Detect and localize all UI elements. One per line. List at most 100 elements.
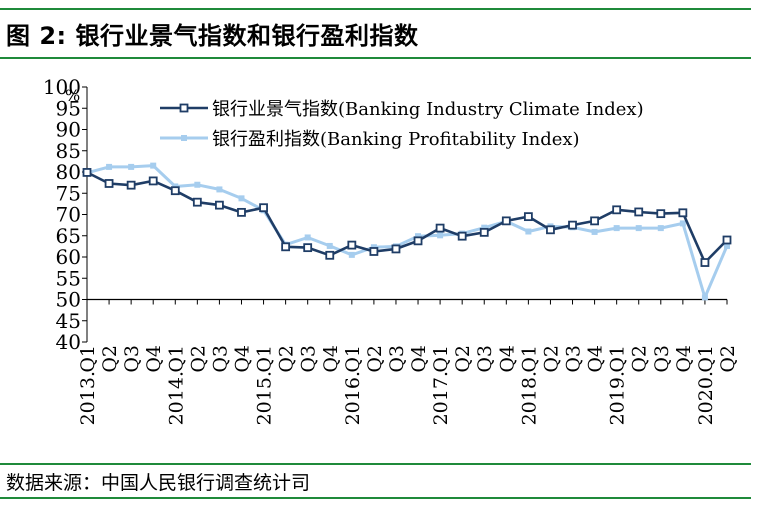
data-point-marker (348, 251, 355, 258)
x-tick-label: Q4 (673, 345, 695, 373)
top-rule (0, 8, 751, 10)
data-point-marker (657, 225, 664, 232)
data-point-marker (457, 231, 467, 241)
data-point-marker (128, 163, 135, 170)
data-point-marker (634, 207, 644, 217)
x-tick-label: Q2 (276, 345, 298, 373)
data-point-marker (435, 223, 445, 233)
data-point-marker (437, 232, 444, 239)
title-rule (0, 57, 751, 59)
x-year-label: 2019. (607, 371, 629, 425)
data-point-marker (150, 162, 157, 169)
x-tick-label: Q2 (452, 345, 474, 373)
data-point-marker (724, 242, 730, 249)
x-tick-label: Q3 (474, 345, 496, 373)
y-tick-label: 40 (56, 330, 81, 354)
x-tick-label: Q3 (121, 345, 143, 373)
data-point-marker (238, 195, 245, 202)
x-tick-label: Q1 (77, 345, 99, 373)
x-tick-label: Q1 (695, 345, 717, 373)
legend-marker (179, 103, 189, 113)
bottom-rule (0, 497, 751, 499)
y-tick-label: 60 (56, 245, 81, 269)
data-point-marker (525, 228, 532, 235)
x-tick-label: Q2 (364, 345, 386, 373)
legend-label: 银行盈利指数(Banking Profitability Index) (212, 129, 580, 150)
x-year-label: 2015. (254, 371, 276, 425)
x-tick-label: Q4 (496, 345, 518, 373)
x-tick-label: Q3 (651, 345, 673, 373)
source-rule-top (0, 463, 751, 465)
legend-label: 银行业景气指数(Banking Industry Climate Index) (212, 99, 644, 120)
x-tick-label: Q1 (430, 345, 452, 373)
x-year-label: 2013. (77, 371, 99, 425)
x-tick-label: Q4 (320, 345, 342, 373)
x-tick-label: Q1 (607, 345, 629, 373)
data-point-marker (613, 225, 620, 232)
data-point-marker (546, 225, 555, 235)
data-point-marker (590, 216, 599, 226)
chart-legend: 银行业景气指数(Banking Industry Climate Index) 银… (160, 99, 644, 150)
data-point-marker (501, 216, 511, 226)
x-year-label: 2014. (165, 371, 187, 425)
data-point-marker (612, 205, 622, 215)
y-tick-label: 65 (56, 224, 81, 248)
data-point-marker (523, 212, 533, 222)
data-point-marker (568, 220, 577, 230)
data-point-marker (326, 242, 333, 249)
data-point-marker (237, 207, 246, 217)
data-point-marker (259, 203, 268, 213)
x-tick-label: Q2 (629, 345, 651, 373)
data-point-marker (722, 235, 732, 245)
x-tick-label: Q1 (518, 345, 540, 373)
data-point-marker (82, 168, 92, 177)
data-point-marker (170, 186, 180, 196)
x-year-label: 2018. (518, 371, 540, 425)
data-point-marker (215, 200, 224, 210)
x-tick-label: Q1 (342, 345, 364, 373)
data-point-marker (304, 234, 311, 241)
data-point-marker (391, 244, 401, 254)
x-tick-label: Q3 (386, 345, 408, 373)
legend-marker (181, 135, 187, 141)
data-point-marker (700, 258, 710, 267)
x-tick-label: Q3 (563, 345, 585, 373)
x-tick-label: Q4 (231, 345, 253, 373)
data-point-marker (678, 208, 688, 218)
data-point-marker (481, 224, 488, 231)
y-tick-label: 80 (56, 160, 81, 184)
y-tick-label: 70 (56, 203, 81, 227)
data-point-marker (347, 240, 357, 250)
series-line (86, 164, 729, 299)
data-point-marker (281, 242, 291, 252)
y-tick-label: 85 (56, 139, 81, 163)
data-point-marker (479, 227, 489, 237)
data-point-marker (106, 163, 113, 170)
data-point-marker (415, 233, 422, 240)
x-tick-label: Q1 (165, 345, 187, 373)
y-unit-label: % (65, 86, 80, 105)
data-point-marker (591, 228, 598, 235)
data-point-marker (104, 179, 114, 188)
data-point-marker (194, 181, 201, 188)
x-tick-label: Q4 (585, 345, 607, 373)
y-tick-label: 55 (56, 266, 81, 290)
chart-title: 图 2: 银行业景气指数和银行盈利指数 (6, 22, 419, 50)
data-point-marker (126, 180, 136, 190)
x-tick-label: Q2 (540, 345, 562, 373)
x-tick-label: Q4 (408, 345, 430, 373)
data-point-marker (369, 247, 379, 256)
data-point-marker (192, 197, 202, 207)
x-year-label: 2020. (695, 371, 717, 425)
y-tick-label: 45 (56, 309, 81, 333)
data-point-marker (679, 220, 686, 227)
data-point-marker (635, 225, 642, 232)
data-point-marker (325, 250, 335, 260)
x-tick-label: Q2 (99, 345, 121, 373)
data-point-marker (216, 186, 223, 193)
chart-series (82, 162, 732, 301)
x-tick-label: Q2 (187, 345, 209, 373)
x-tick-label: Q4 (143, 345, 165, 373)
